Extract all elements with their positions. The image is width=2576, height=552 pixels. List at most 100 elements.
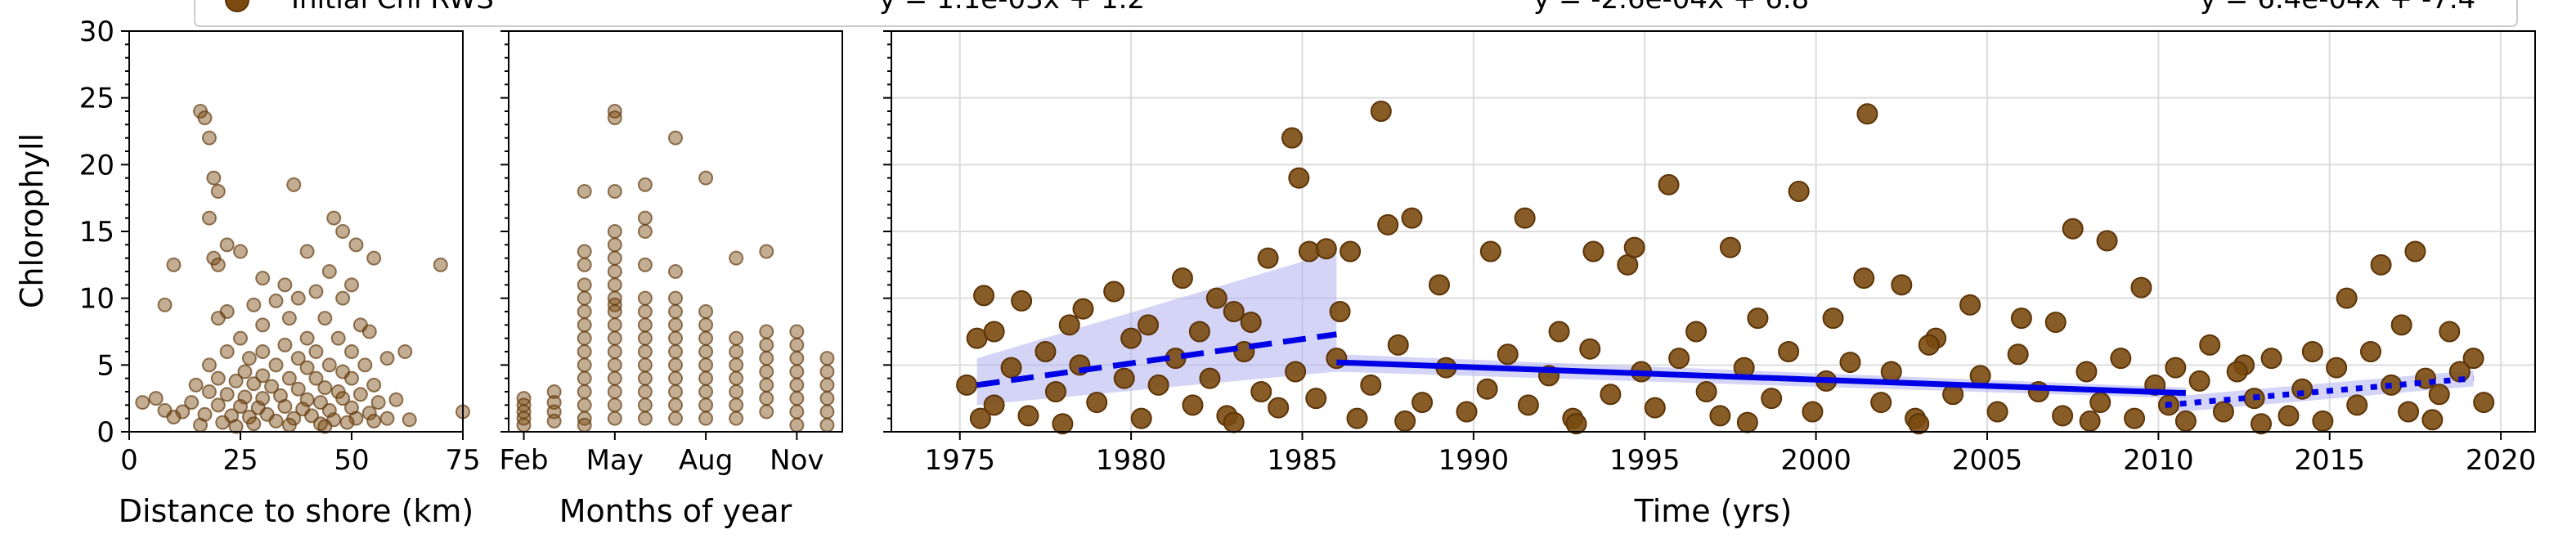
data-point — [637, 290, 653, 306]
data-point — [2312, 410, 2334, 432]
data-point — [1233, 341, 1255, 362]
data-point — [1856, 103, 1878, 125]
data-point — [729, 370, 744, 386]
y-tick-label: 5 — [96, 349, 114, 382]
data-point — [2360, 341, 2381, 362]
data-point — [1086, 392, 1108, 414]
data-point — [516, 417, 532, 433]
data-point — [2398, 401, 2420, 423]
x-tick-label: Aug — [679, 444, 733, 477]
data-point — [352, 387, 368, 402]
data-point — [330, 330, 346, 346]
data-point — [366, 413, 382, 429]
data-point — [2110, 348, 2132, 370]
data-point — [1130, 407, 1152, 429]
data-point — [698, 304, 714, 319]
data-point — [2301, 341, 2323, 362]
panel-time: 1975 1980 1985 1990 1995 2000 2005 2010 2015 2020… — [883, 30, 2537, 529]
data-point — [637, 210, 653, 226]
data-point — [1600, 384, 1622, 406]
data-point — [698, 317, 714, 333]
y-tick-label: 20 — [79, 149, 114, 182]
data-point — [379, 411, 395, 426]
data-point — [819, 417, 835, 433]
data-point — [1240, 312, 1262, 334]
data-point — [290, 351, 306, 366]
data-point — [1000, 357, 1022, 379]
data-point — [577, 384, 592, 399]
data-point — [219, 344, 235, 359]
data-point — [1138, 314, 1160, 336]
data-point — [2174, 410, 2197, 432]
data-point — [281, 370, 297, 386]
data-point — [2439, 321, 2461, 343]
data-point — [201, 384, 217, 399]
data-point — [668, 130, 683, 146]
x-tick-label: 1990 — [1438, 444, 1510, 477]
data-point — [317, 311, 333, 326]
data-point — [577, 357, 592, 373]
data-point — [1072, 298, 1094, 320]
data-point — [2052, 405, 2074, 427]
data-point — [1870, 392, 1892, 414]
data-point — [2473, 392, 2495, 414]
data-point — [402, 412, 417, 428]
data-point — [1476, 378, 1498, 400]
data-point — [1052, 413, 1074, 435]
data-point — [1853, 267, 1875, 289]
data-point — [299, 330, 315, 346]
data-point — [1346, 407, 1368, 429]
data-point — [397, 344, 413, 359]
data-point — [281, 417, 297, 433]
data-point — [1579, 338, 1601, 360]
x-tick-label: 1980 — [1096, 444, 1167, 477]
data-point — [2130, 276, 2152, 298]
data-point — [789, 364, 805, 379]
data-point — [577, 184, 592, 199]
data-point — [2278, 405, 2300, 427]
data-point — [759, 244, 774, 259]
data-point — [607, 250, 622, 266]
data-point — [1268, 397, 1290, 419]
x-tick-label: 1995 — [1609, 444, 1681, 477]
data-point — [219, 387, 235, 402]
data-point — [546, 413, 562, 429]
data-point — [668, 397, 683, 413]
data-point — [210, 397, 226, 413]
y-axis-label: Chlorophyll — [14, 133, 50, 308]
data-point — [1709, 405, 1731, 427]
data-point — [759, 364, 774, 379]
data-point — [2007, 343, 2029, 366]
data-point — [789, 337, 805, 352]
data-point — [577, 344, 592, 359]
data-point — [1360, 374, 1382, 396]
data-point — [1736, 411, 1758, 433]
x-tick-label: 2020 — [2466, 444, 2537, 477]
data-point — [1329, 301, 1351, 322]
data-point — [2199, 334, 2221, 356]
data-point — [2428, 384, 2450, 406]
data-point — [577, 317, 592, 333]
data-point — [206, 170, 222, 186]
data-point — [1514, 207, 1536, 229]
data-point — [819, 391, 835, 406]
data-point — [607, 357, 622, 373]
data-point — [157, 297, 173, 312]
data-point — [2336, 287, 2358, 309]
data-point — [1315, 238, 1337, 260]
data-point — [166, 257, 182, 272]
data-point — [1377, 213, 1399, 236]
data-point — [219, 237, 235, 253]
data-point — [1340, 240, 1362, 263]
data-point — [983, 394, 1005, 416]
x-tick-label: 0 — [120, 444, 138, 477]
data-point — [1387, 334, 1409, 356]
data-point — [637, 411, 653, 426]
data-point — [299, 360, 315, 375]
data-point — [637, 397, 653, 413]
data-point — [789, 391, 805, 406]
data-point — [2404, 240, 2426, 263]
data-point — [1223, 411, 1245, 433]
data-point — [210, 311, 226, 326]
data-point — [255, 271, 271, 286]
